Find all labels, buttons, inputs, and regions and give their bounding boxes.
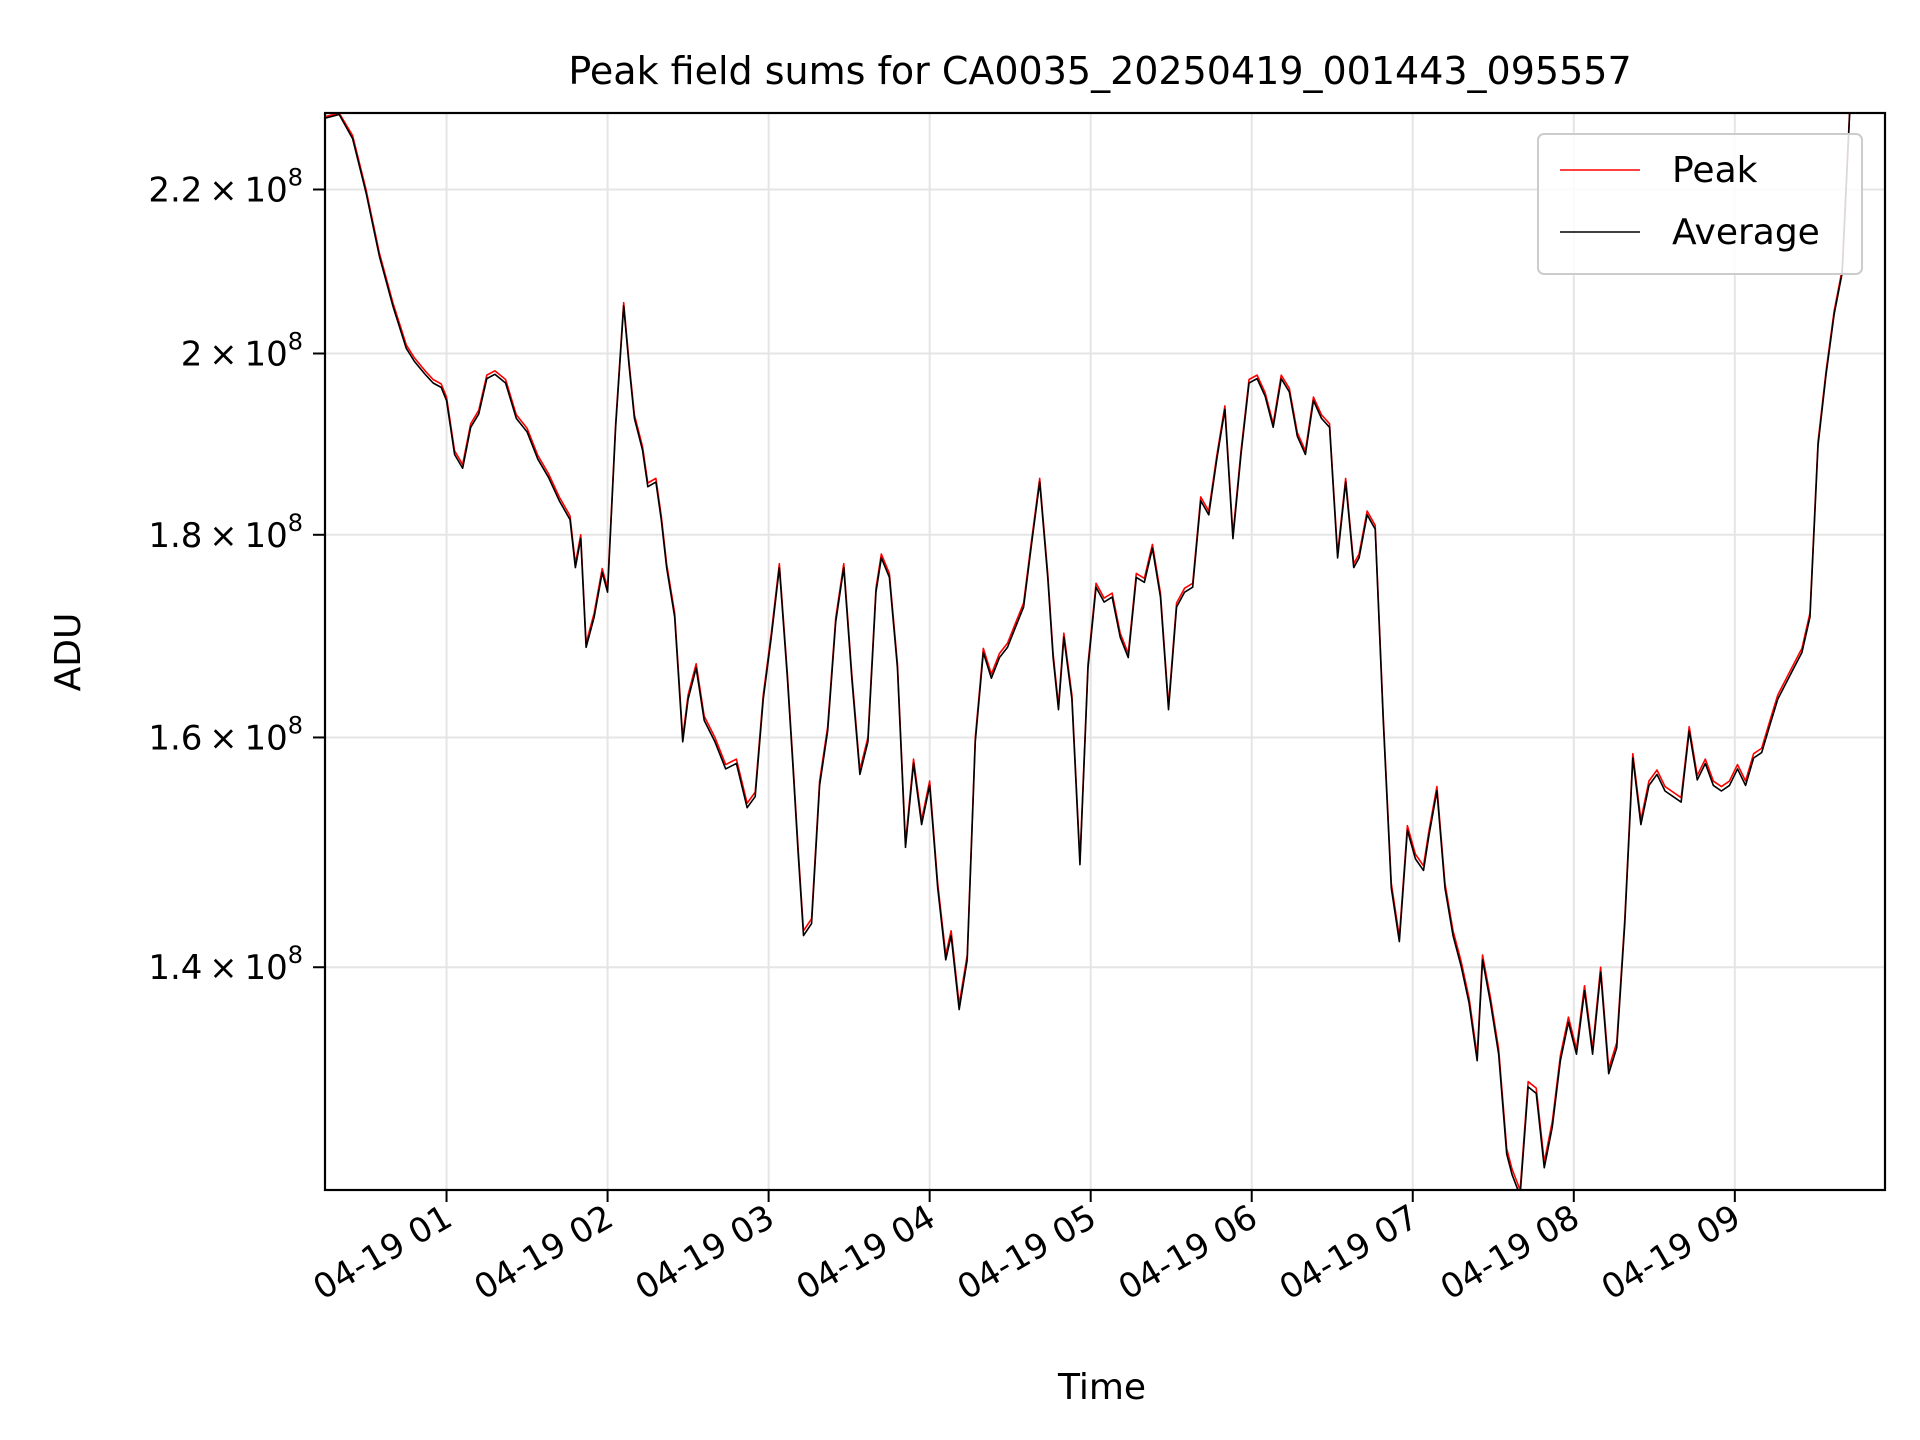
series-line-average: [325, 113, 1851, 1190]
y-tick-label: 1.6 × 108: [148, 711, 303, 758]
chart-title: Peak field sums for CA0035_20250419_0014…: [568, 49, 1631, 93]
series-layer: [325, 113, 1851, 1190]
legend-label-peak: Peak: [1672, 150, 1758, 191]
y-tick-label: 2.2 × 108: [148, 163, 303, 210]
y-axis-label: ADU: [48, 613, 89, 692]
legend-box: [1537, 133, 1863, 275]
plot-frame: [323, 111, 1887, 1192]
y-tick-label: 2 × 108: [181, 327, 303, 374]
y-tick-label: 1.4 × 108: [148, 941, 303, 988]
legend-label-average: Average: [1672, 212, 1820, 253]
x-axis-label: Time: [1057, 1367, 1146, 1408]
legend: Peak Average: [1537, 133, 1863, 275]
y-tick-label: 1.8 × 108: [148, 509, 303, 556]
